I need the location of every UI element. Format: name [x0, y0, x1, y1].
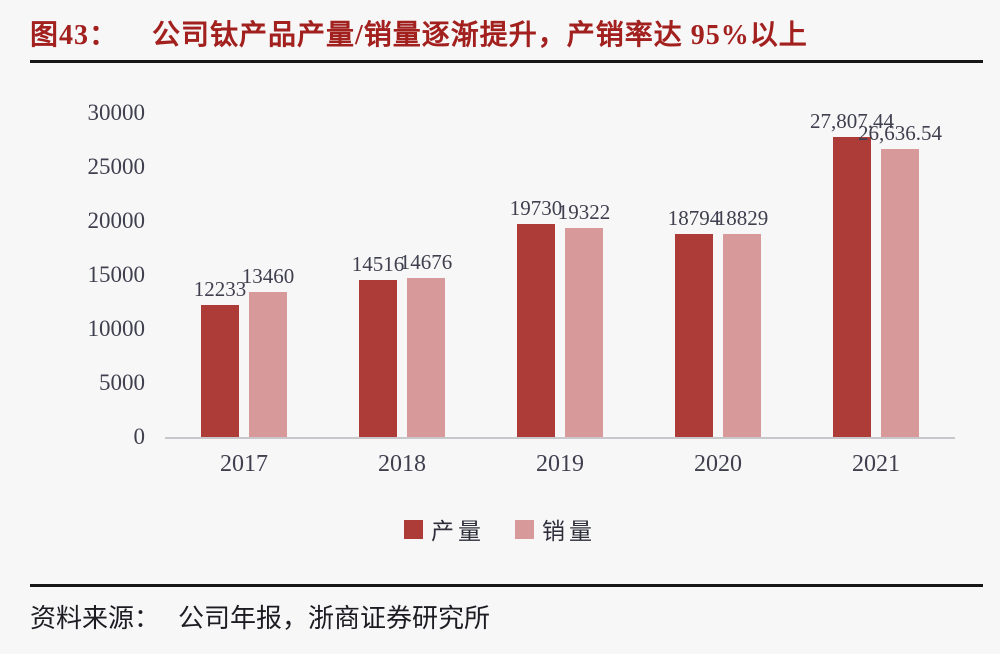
x-tick-label: 2020: [694, 451, 742, 477]
bar-销量-2019: [565, 228, 603, 437]
bar-销量-2018: [407, 278, 445, 437]
y-tick-label: 20000: [87, 208, 146, 233]
y-tick-label: 15000: [87, 262, 146, 287]
y-tick-label: 10000: [87, 316, 146, 341]
source-line: 资料来源： 公司年报，浙商证券研究所: [30, 598, 490, 635]
title-divider: [30, 60, 983, 63]
chart-legend: 产量 销量: [0, 512, 1000, 546]
bar-产量-2017: [201, 305, 239, 437]
bar-value-label: 27,807.44: [810, 109, 894, 133]
source-divider: [30, 584, 983, 587]
y-tick-label: 0: [133, 424, 146, 449]
y-tick-label: 30000: [87, 100, 146, 125]
bar-value-label: 26,636.54: [858, 121, 942, 145]
legend-item-产量: 产量: [404, 512, 485, 546]
plot-area: 12233 13460 2017 14516 14676 2018 19730 19322 20…: [165, 109, 955, 477]
bar-value-label: 12233: [193, 277, 247, 301]
bar-销量-2017: [249, 292, 287, 437]
bar-产量-2018: [359, 280, 397, 437]
bar-value-label: 19322: [557, 200, 611, 224]
legend-swatch-icon: [515, 519, 534, 539]
legend-label: 产量: [431, 519, 485, 544]
legend-label: 销量: [542, 519, 596, 544]
bar-value-label: 18829: [715, 206, 769, 230]
bar-产量-2019: [517, 224, 555, 437]
x-tick-label: 2018: [378, 451, 426, 477]
figure-title: 图43： 公司钛产品产量/销量逐渐提升，产销率达 95%以上: [30, 13, 808, 53]
legend-item-销量: 销量: [515, 512, 596, 546]
bar-产量-2021: [833, 137, 871, 437]
legend-swatch-icon: [404, 519, 423, 539]
bar-value-label: 19730: [509, 196, 563, 220]
y-tick-label: 5000: [99, 370, 145, 395]
bar-产量-2020: [675, 234, 713, 437]
source-text: 公司年报，浙商证券研究所: [178, 604, 491, 633]
bar-value-label: 13460: [241, 264, 295, 288]
source-label: 资料来源：: [30, 604, 161, 633]
bar-销量-2021: [881, 149, 919, 437]
figure-title-text: 公司钛产品产量/销量逐渐提升，产销率达 95%以上: [152, 20, 808, 51]
bar-value-label: 14676: [399, 250, 453, 274]
y-axis: 0 5000 10000 15000 20000 25000 30000: [40, 101, 146, 449]
bar-销量-2020: [723, 234, 761, 437]
x-tick-label: 2019: [536, 451, 584, 477]
figure-number: 图43：: [30, 20, 119, 51]
x-tick-label: 2017: [220, 451, 268, 477]
x-axis-line: [165, 437, 955, 439]
bar-value-label: 18794: [667, 206, 721, 230]
bar-value-label: 14516: [351, 252, 405, 276]
x-tick-label: 2021: [852, 451, 900, 477]
y-tick-label: 25000: [87, 154, 146, 179]
